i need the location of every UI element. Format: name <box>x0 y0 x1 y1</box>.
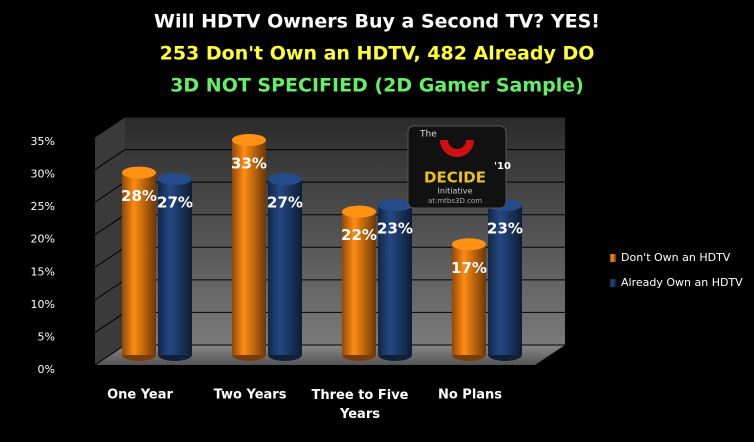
grid-line-side <box>94 149 126 170</box>
data-label: 23% <box>377 220 413 238</box>
logo-year: '10 <box>494 161 511 172</box>
data-label: 27% <box>157 194 193 212</box>
bar <box>122 172 156 355</box>
logo: The DECIDE '10 Initiative at:mtbs3D.com <box>407 125 511 209</box>
chart-subtitle: 253 Don't Own an HDTV, 482 Already DO <box>160 43 595 65</box>
logo-sub: Initiative <box>438 187 473 196</box>
logo-site: at:mtbs3D.com <box>428 197 482 205</box>
bar <box>452 244 486 355</box>
bar-top <box>158 173 192 186</box>
bar <box>378 205 412 355</box>
y-tick-label: 0% <box>38 363 55 376</box>
data-label: 22% <box>341 226 377 244</box>
grid-line-side <box>94 279 126 301</box>
bar-top <box>268 173 302 186</box>
bar-top <box>122 166 156 179</box>
x-tick-label: Two Years <box>214 388 287 403</box>
y-tick-label: 25% <box>31 200 55 213</box>
bar <box>268 179 302 355</box>
data-label: 23% <box>487 220 523 238</box>
logo-name: DECIDE <box>424 169 486 187</box>
data-label: 33% <box>231 155 267 173</box>
x-tick-label: Three to Five Years <box>312 388 409 422</box>
side-wall <box>95 117 125 365</box>
grid-line-side <box>94 344 126 366</box>
y-tick-label: 20% <box>31 233 55 246</box>
bar <box>232 140 266 355</box>
bar <box>158 179 192 355</box>
y-tick-label: 15% <box>31 265 55 278</box>
grid-line-side <box>94 312 126 333</box>
y-tick-label: 5% <box>38 330 55 343</box>
floor <box>95 345 565 365</box>
data-label: 28% <box>121 187 157 205</box>
legend-label: Already Own an HDTV <box>621 276 743 289</box>
legend-swatch <box>610 279 616 287</box>
y-tick-label: 35% <box>31 135 55 148</box>
y-tick-label: 30% <box>31 168 55 181</box>
bar <box>488 205 522 355</box>
bar-top <box>378 199 412 212</box>
bar-top <box>342 205 376 218</box>
bar-top <box>232 134 266 147</box>
chart-title: Will HDTV Owners Buy a Second TV? YES! <box>154 11 600 33</box>
legend: Don't Own an HDTV Already Own an HDTV <box>610 251 743 289</box>
chart-note: 3D NOT SPECIFIED (2D Gamer Sample) <box>170 75 584 97</box>
data-label: 27% <box>267 194 303 212</box>
bar-top <box>452 238 486 251</box>
bars: 28% 27%33%27%22% 23%17%23% <box>121 134 523 361</box>
data-label: 17% <box>451 259 487 277</box>
legend-swatch <box>610 254 616 262</box>
bar <box>342 211 376 355</box>
y-tick-label: 10% <box>31 298 55 311</box>
x-tick-label: One Year <box>107 388 173 403</box>
x-tick-label: No Plans <box>438 388 502 403</box>
grid-line-side <box>94 214 126 236</box>
logo-box <box>407 125 507 209</box>
logo-top: The <box>419 130 437 140</box>
grid-line-side <box>94 246 126 268</box>
logo-horseshoe <box>440 140 474 157</box>
grid-line-side <box>94 116 126 138</box>
legend-label: Don't Own an HDTV <box>621 251 731 264</box>
grid-line-side <box>94 181 126 203</box>
